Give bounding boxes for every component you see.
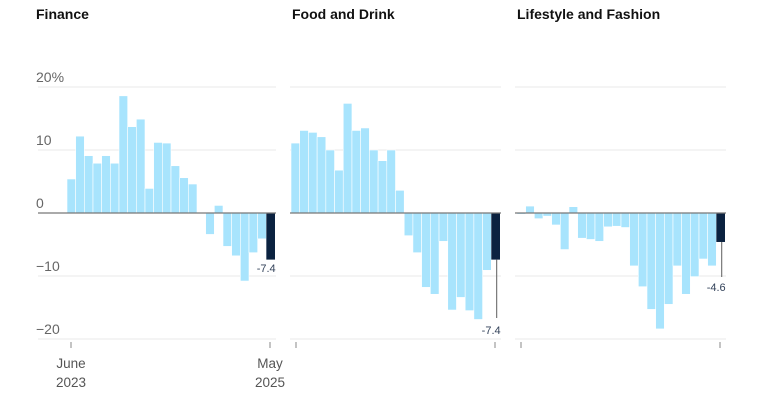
bar	[646, 212, 656, 310]
bar	[118, 95, 128, 214]
bar	[403, 212, 414, 236]
bar	[257, 212, 267, 240]
bar	[386, 149, 396, 214]
last-value-label: -7.4	[482, 325, 501, 337]
bar	[534, 212, 544, 219]
x-tick-label: 2025	[255, 375, 285, 390]
bar	[612, 212, 622, 227]
bar	[308, 132, 318, 214]
bar	[421, 212, 431, 288]
bar	[101, 155, 111, 214]
last-value-label: -4.6	[707, 282, 726, 294]
x-tick-label: May	[257, 356, 283, 371]
bar	[664, 212, 674, 305]
bar	[360, 127, 370, 214]
bar	[222, 212, 232, 247]
bar	[586, 212, 596, 240]
y-tick-label: 0	[36, 195, 44, 211]
y-tick-label: −20	[36, 321, 60, 337]
bar	[525, 205, 535, 214]
bar	[395, 190, 405, 214]
bar	[603, 212, 613, 228]
bar	[690, 212, 700, 277]
bar	[248, 212, 258, 253]
bar	[482, 212, 492, 271]
bar	[136, 118, 146, 214]
bar	[162, 142, 172, 214]
x-tick-label: 2023	[56, 375, 86, 390]
bar	[179, 177, 189, 214]
bar	[551, 212, 561, 226]
bar	[438, 212, 449, 242]
bar	[560, 212, 570, 250]
bar	[75, 135, 85, 214]
bar	[412, 212, 422, 253]
bar	[369, 149, 379, 214]
bar	[577, 212, 587, 239]
last-value-label: -7.4	[257, 263, 276, 275]
bar	[334, 169, 344, 214]
bar	[110, 162, 120, 214]
bar	[672, 212, 682, 267]
bar	[188, 183, 198, 214]
bar	[66, 178, 76, 214]
bar	[231, 212, 241, 257]
bar	[299, 130, 309, 214]
bar	[464, 212, 475, 311]
bar	[205, 212, 215, 235]
bar	[638, 212, 648, 288]
bar	[430, 212, 440, 295]
bar	[342, 103, 353, 214]
bar	[594, 212, 604, 242]
bar	[92, 162, 102, 214]
panel-title: Finance	[36, 6, 89, 22]
y-tick-label: −10	[36, 258, 60, 274]
bar	[655, 212, 665, 330]
panel-title: Food and Drink	[292, 6, 395, 22]
bar	[170, 165, 180, 214]
bar	[447, 212, 457, 311]
bar	[84, 155, 94, 214]
bar	[240, 212, 250, 282]
bar	[214, 205, 224, 214]
bar	[473, 212, 483, 320]
bar	[153, 142, 163, 214]
bar	[456, 212, 466, 298]
bar	[377, 160, 388, 214]
bar	[698, 212, 708, 260]
bar-latest	[266, 213, 275, 260]
x-tick-label: June	[56, 356, 85, 371]
bar-latest	[491, 213, 500, 260]
bar-latest	[716, 213, 725, 242]
panel-title: Lifestyle and Fashion	[517, 6, 660, 22]
bar	[620, 212, 630, 228]
bar	[568, 206, 578, 214]
bar	[316, 136, 327, 214]
y-tick-label: 10	[36, 132, 52, 148]
bar	[351, 130, 361, 214]
bar	[290, 142, 301, 214]
bar	[127, 126, 137, 214]
bar	[707, 212, 717, 267]
bar	[144, 188, 154, 214]
bar	[629, 212, 639, 267]
bar	[325, 149, 335, 214]
y-tick-label: 20%	[36, 69, 64, 85]
bar	[681, 212, 691, 295]
